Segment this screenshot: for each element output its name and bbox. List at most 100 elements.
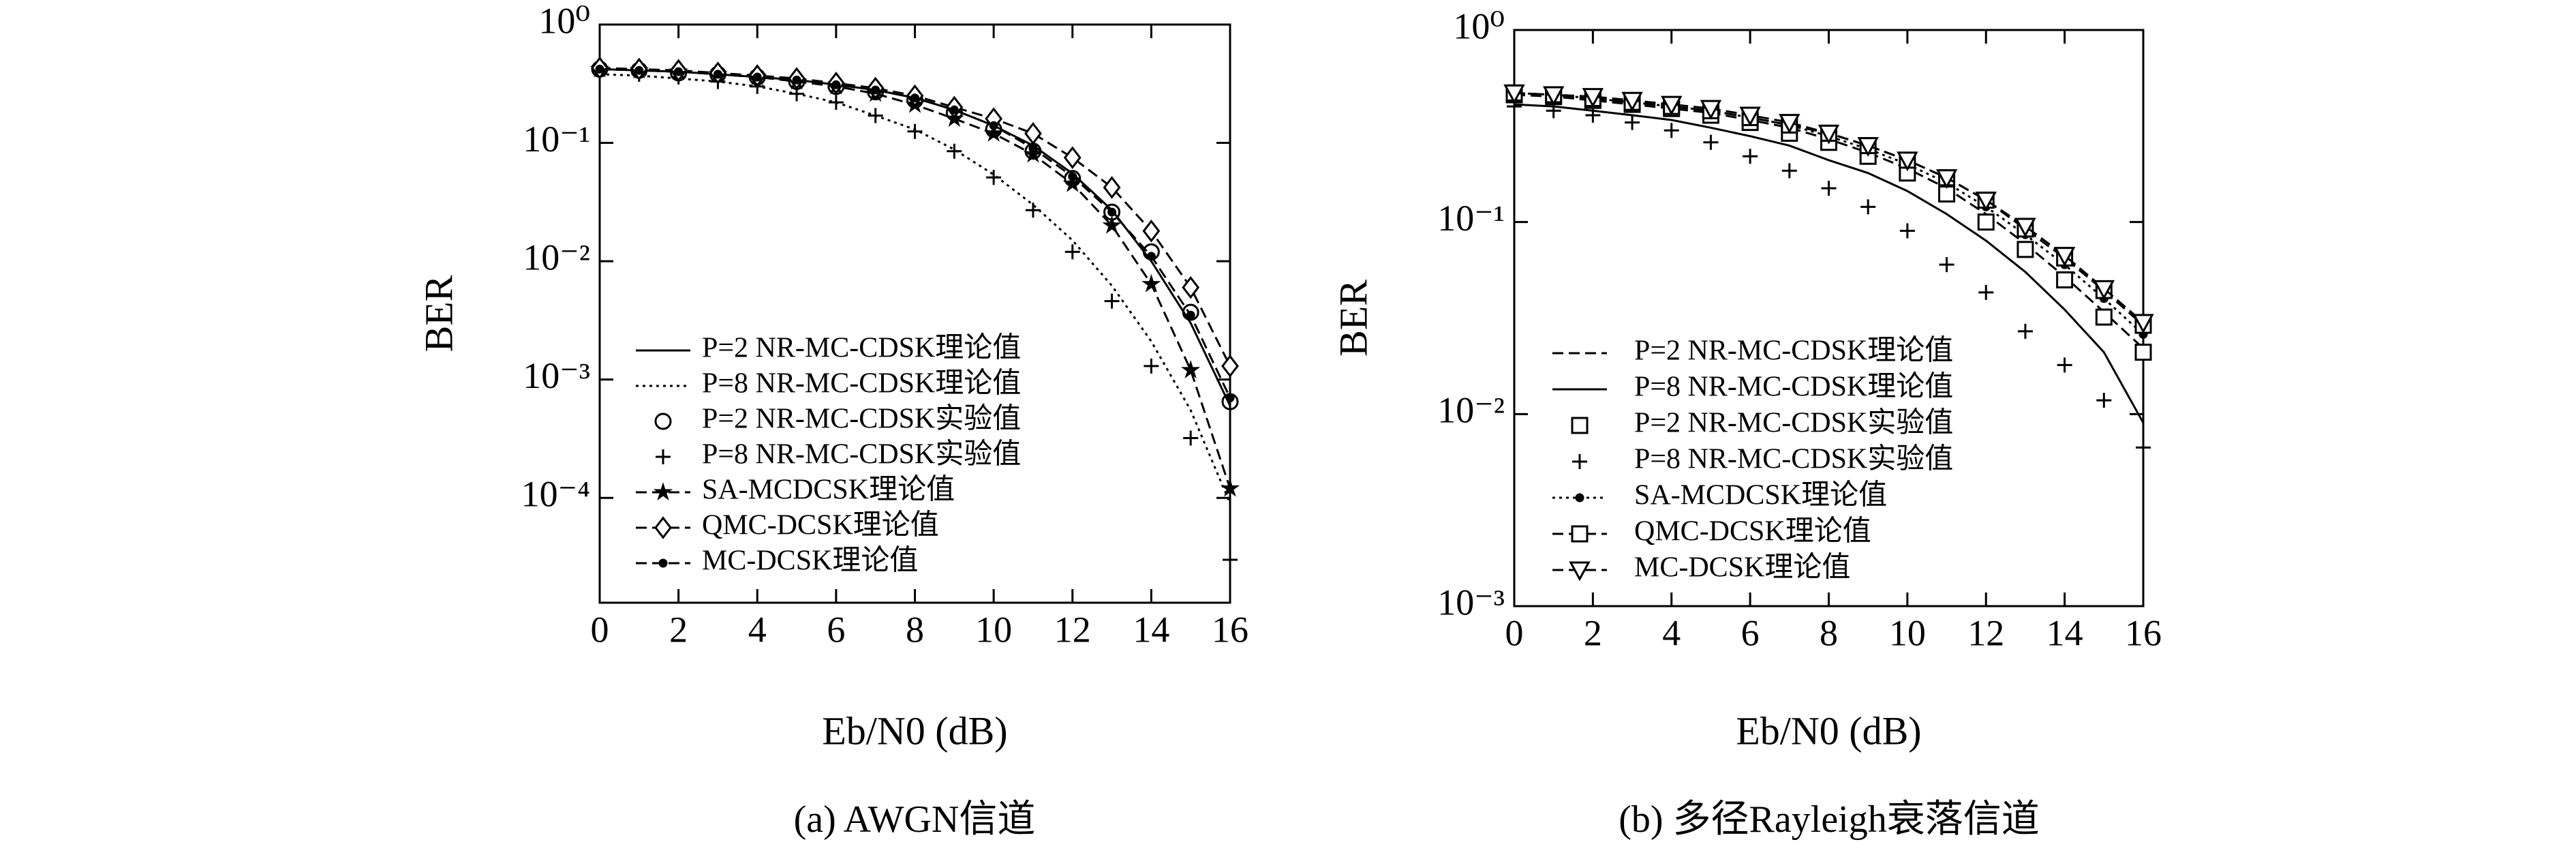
legend-label: P=2 NR-MC-CDSK理论值 <box>702 333 1021 364</box>
marker <box>1024 122 1042 145</box>
marker <box>1585 107 1601 123</box>
marker <box>1183 430 1199 446</box>
marker <box>1025 202 1041 218</box>
marker <box>2057 357 2072 373</box>
marker <box>752 72 762 82</box>
marker <box>871 85 880 95</box>
marker <box>1062 173 1082 192</box>
y-tick-label: 10⁰ <box>538 0 590 41</box>
x-tick-label: 4 <box>1662 612 1681 653</box>
marker <box>1104 293 1120 309</box>
marker <box>907 123 923 139</box>
series-line <box>1514 103 2145 423</box>
marker <box>1221 355 1239 378</box>
x-tick-label: 2 <box>1584 612 1602 653</box>
marker <box>1897 151 1918 172</box>
marker <box>2132 314 2154 334</box>
x-tick-label: 16 <box>1212 609 1248 650</box>
marker <box>831 80 841 89</box>
legend-label: P=8 NR-MC-CDSK理论值 <box>702 368 1021 400</box>
marker <box>1223 552 1238 567</box>
marker <box>1225 393 1235 403</box>
marker <box>1743 149 1758 164</box>
marker <box>1781 163 1797 179</box>
marker <box>1220 478 1240 497</box>
legend-label: QMC-DCSK理论值 <box>1634 516 1871 548</box>
caption: (b) 多径Rayleigh衰落信道 <box>1619 798 2039 841</box>
marker <box>1182 275 1200 299</box>
marker <box>986 170 1002 185</box>
x-tick-label: 8 <box>1820 612 1838 653</box>
marker <box>1975 192 1997 211</box>
marker <box>2053 247 2076 267</box>
marker <box>1739 106 1761 127</box>
x-tick-label: 8 <box>906 609 924 650</box>
marker <box>1939 257 1954 273</box>
x-tick-label: 0 <box>1505 612 1524 653</box>
legend-marker <box>658 558 668 568</box>
legend-label: P=2 NR-MC-CDSK实验值 <box>1634 407 1953 439</box>
x-tick-label: 10 <box>975 609 1012 650</box>
marker <box>1625 115 1640 130</box>
marker <box>2056 271 2074 288</box>
y-tick-label: 10⁻² <box>1437 390 1505 431</box>
y-tick-label: 10⁻³ <box>1437 582 1505 622</box>
marker <box>868 108 883 123</box>
marker <box>1107 207 1117 217</box>
marker <box>713 70 722 79</box>
marker <box>674 67 684 76</box>
y-tick-label: 10⁻³ <box>523 355 590 396</box>
marker <box>1102 215 1122 234</box>
legend-label: P=2 NR-MC-CDSK理论值 <box>1634 335 1953 367</box>
marker <box>1063 146 1082 169</box>
y-tick-label: 10⁻¹ <box>1437 198 1505 239</box>
x-tick-label: 14 <box>1133 609 1169 650</box>
marker <box>984 123 1004 142</box>
x-tick-label: 12 <box>1967 612 2004 653</box>
marker <box>1663 123 1679 138</box>
marker <box>1182 303 1199 321</box>
marker <box>1582 88 1604 108</box>
marker <box>1978 284 1994 300</box>
marker <box>1779 114 1800 134</box>
x-tick-label: 14 <box>2046 612 2083 653</box>
marker <box>1023 144 1043 163</box>
marker <box>1028 143 1038 153</box>
x-axis-label: Eb/N0 (dB) <box>822 708 1007 753</box>
x-axis-label: Eb/N0 (dB) <box>1736 708 1921 753</box>
marker <box>989 121 998 130</box>
legend-marker <box>1572 454 1587 469</box>
marker <box>1857 137 1879 157</box>
y-tick-label: 10⁰ <box>1453 5 1505 46</box>
marker <box>1186 310 1195 320</box>
marker <box>2014 217 2036 238</box>
marker <box>910 93 919 103</box>
marker <box>1144 358 1159 374</box>
legend-label: P=8 NR-MC-CDSK实验值 <box>1634 443 1953 475</box>
y-tick-label: 10⁻¹ <box>523 119 590 160</box>
x-tick-label: 16 <box>2125 612 2162 653</box>
marker <box>792 75 801 85</box>
marker <box>1068 172 1077 181</box>
x-tick-label: 0 <box>591 609 609 650</box>
marker <box>1977 213 1995 231</box>
marker <box>949 105 959 115</box>
y-tick-label: 10⁻² <box>523 237 590 278</box>
legend-marker <box>1569 561 1591 582</box>
series-line <box>599 67 1231 367</box>
marker <box>1935 169 1958 190</box>
legend-label: P=8 NR-MC-CDSK实验值 <box>702 438 1021 470</box>
marker <box>1141 273 1161 292</box>
marker <box>2096 393 2112 408</box>
marker <box>1700 100 1722 120</box>
legend-label: MC-DCSK理论值 <box>1634 552 1850 584</box>
legend-marker <box>654 516 672 539</box>
legend-label: SA-MCDCSK理论值 <box>1634 480 1887 511</box>
y-axis-label: BER <box>416 275 461 352</box>
legend-label: P=2 NR-MC-CDSK实验值 <box>702 403 1021 435</box>
marker <box>1142 220 1161 243</box>
marker <box>2134 344 2152 361</box>
marker <box>947 143 962 159</box>
marker <box>2136 440 2151 455</box>
legend-label: MC-DCSK理论值 <box>702 545 918 577</box>
